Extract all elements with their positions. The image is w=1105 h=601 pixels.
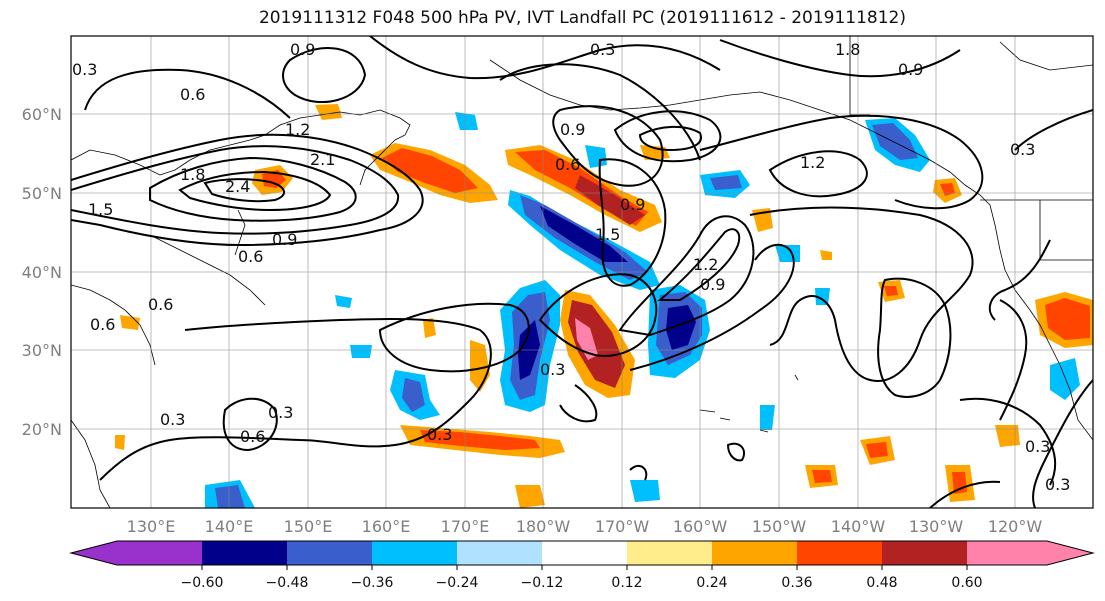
colorbar-segment	[712, 541, 797, 565]
contour-label: 0.3	[160, 410, 185, 429]
contour-label: 0.9	[560, 120, 585, 139]
colorbar-segment	[542, 541, 627, 565]
lat-label: 50°N	[22, 184, 62, 203]
lat-lon-grid	[71, 36, 1093, 508]
contour-label: 0.6	[180, 85, 205, 104]
lon-label: 170°W	[595, 517, 650, 536]
contour-label: 1.2	[800, 153, 825, 172]
lon-label: 140°W	[831, 517, 886, 536]
contour-label: 1.8	[835, 40, 860, 59]
colorbar-min-extension	[71, 541, 117, 565]
lat-label: 30°N	[22, 341, 62, 360]
contour-label: 0.6	[90, 315, 115, 334]
contour-label: 2.1	[310, 150, 335, 169]
contour-label: 0.3	[72, 60, 97, 79]
contour-label: 0.6	[238, 247, 263, 266]
colorbar-tick-label: −0.36	[351, 575, 394, 591]
lon-label: 160°W	[673, 517, 728, 536]
contour-label: 0.6	[148, 295, 173, 314]
lon-label: 130°E	[127, 517, 176, 536]
longitude-labels: 130°E 140°E 150°E 160°E 170°E 180°W 170°…	[127, 517, 1043, 536]
latitude-labels: 20°N 30°N 40°N 50°N 60°N	[22, 105, 62, 439]
colorbar-tick-label: 0.24	[696, 575, 727, 591]
colorbar-segment	[967, 541, 1047, 565]
colorbar-segment	[117, 541, 202, 565]
contour-label: 0.9	[700, 275, 725, 294]
colorbar-tick-label: −0.48	[266, 575, 309, 591]
contour-label: 0.9	[290, 40, 315, 59]
contour-labels: 0.9 0.3 1.8 0.9 0.6 0.3 1.2 2.1 1.8 1.5 …	[72, 40, 1070, 494]
contour-label: 0.9	[898, 60, 923, 79]
contour-label: 1.2	[693, 255, 718, 274]
colorbar-segment	[372, 541, 457, 565]
colorbar-segment	[882, 541, 967, 565]
lon-label: 150°E	[284, 517, 333, 536]
colorbar-segment	[627, 541, 712, 565]
colorbar-tick-label: −0.24	[436, 575, 479, 591]
contour-label: 1.5	[595, 225, 620, 244]
colorbar-tick-label: 0.60	[951, 575, 982, 591]
lat-label: 60°N	[22, 105, 62, 124]
contour-label: 0.3	[1025, 437, 1050, 456]
colorbar-segment	[287, 541, 372, 565]
pv-shading	[115, 104, 1093, 508]
lon-label: 150°W	[752, 517, 807, 536]
colorbar: −0.60 −0.48 −0.36 −0.24 −0.12 0.12 0.24 …	[69, 540, 1095, 591]
lon-label: 130°W	[909, 517, 964, 536]
colorbar-segment	[457, 541, 542, 565]
contour-label: 1.2	[285, 120, 310, 139]
lon-label: 180°W	[516, 517, 571, 536]
colorbar-segment	[797, 541, 882, 565]
contour-label: 0.6	[555, 155, 580, 174]
contour-label: 1.8	[180, 165, 205, 184]
contour-label: 0.9	[620, 195, 645, 214]
ivt-contours	[71, 36, 1093, 508]
contour-label: 0.6	[240, 427, 265, 446]
contour-label: 0.3	[268, 403, 293, 422]
map-area: 0.9 0.3 1.8 0.9 0.6 0.3 1.2 2.1 1.8 1.5 …	[71, 36, 1093, 508]
colorbar-tick-label: 0.12	[611, 575, 642, 591]
contour-label: 1.5	[88, 200, 113, 219]
map-frame	[70, 35, 1094, 509]
contour-label: 0.9	[272, 230, 297, 249]
colorbar-segment	[202, 541, 287, 565]
contour-label: 0.3	[540, 360, 565, 379]
colorbar-tick-label: −0.12	[521, 575, 564, 591]
contour-label: 0.3	[590, 40, 615, 59]
colorbar-tick-label: 0.36	[781, 575, 812, 591]
lat-label: 40°N	[22, 263, 62, 282]
lon-label: 170°E	[441, 517, 490, 536]
contour-label: 0.3	[1045, 475, 1070, 494]
colorbar-outline	[69, 540, 1095, 566]
lon-label: 120°W	[988, 517, 1043, 536]
map-title: 2019111312 F048 500 hPa PV, IVT Landfall…	[258, 8, 906, 28]
contour-label: 0.3	[427, 425, 452, 444]
lon-label: 160°E	[362, 517, 411, 536]
lat-label: 20°N	[22, 420, 62, 439]
colorbar-tick-label: 0.48	[866, 575, 897, 591]
colorbar-max-extension	[1047, 541, 1093, 565]
colorbar-tick-label: −0.60	[181, 575, 224, 591]
lon-label: 140°E	[205, 517, 254, 536]
contour-label: 2.4	[225, 177, 250, 196]
contour-label: 0.3	[1010, 140, 1035, 159]
